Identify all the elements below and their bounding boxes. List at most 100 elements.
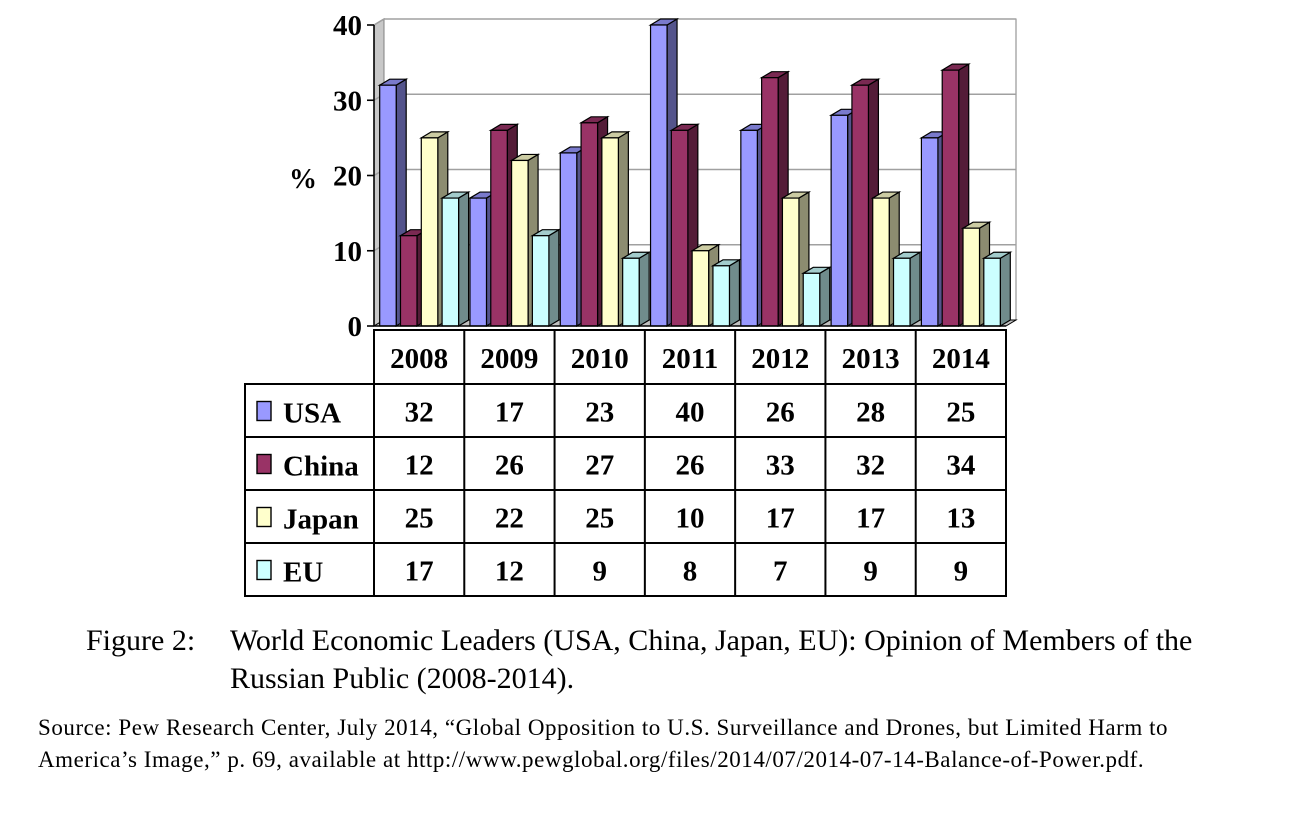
bar-front (469, 197, 488, 327)
bar-front (761, 77, 779, 327)
table-cell-japan-2014: 13 (946, 503, 975, 535)
y-tick-label: 30 (333, 85, 362, 117)
table-cell-usa-2010: 23 (585, 397, 614, 429)
legend-label-usa: USA (283, 398, 341, 430)
table-cell-japan-2010: 25 (585, 503, 614, 535)
table-cell-china-2010: 27 (585, 450, 614, 482)
bar-front (559, 152, 578, 327)
bar-front (712, 265, 731, 327)
table-cell-usa-2011: 40 (676, 397, 705, 429)
bar-eu-2014 (981, 251, 1013, 328)
table-cell-usa-2014: 25 (946, 397, 975, 429)
bar-eu-2010 (620, 251, 652, 328)
table-cell-china-2013: 32 (856, 450, 885, 482)
bar-front (399, 235, 418, 327)
bar-side (909, 251, 921, 328)
category-label-2011: 2011 (662, 343, 718, 375)
legend-label-eu: EU (283, 557, 323, 589)
table-cell-china-2014: 34 (946, 450, 975, 482)
bars (377, 17, 1013, 328)
table-cell-japan-2009: 22 (495, 503, 524, 535)
legend-key-eu (256, 559, 272, 581)
bar-side (457, 191, 470, 328)
table-cell-china-2012: 33 (766, 450, 795, 482)
bar-china-2011 (669, 123, 701, 328)
bar-chart: 0 10 20 30 40 % 2008 2009 2010 2011 2012 2013 2014… (244, 10, 1018, 597)
table-cell-eu-2011: 8 (683, 556, 698, 588)
bar-front (490, 129, 508, 327)
y-tick-label: 40 (333, 10, 362, 42)
legend-label-japan: Japan (283, 504, 359, 536)
bar-side (999, 251, 1011, 328)
table-cell-eu-2009: 12 (495, 556, 524, 588)
y-axis-label: % (289, 164, 317, 195)
table-cell-usa-2008: 32 (405, 397, 434, 429)
category-label-2014: 2014 (932, 343, 990, 375)
bar-front (830, 114, 849, 327)
bar-front (983, 257, 1001, 327)
legend-label-china: China (283, 451, 359, 483)
category-label-2009: 2009 (480, 343, 538, 375)
bar-front (379, 84, 397, 327)
bar-front (420, 137, 439, 327)
table-cell-usa-2012: 26 (766, 397, 795, 429)
bar-side (728, 258, 741, 328)
table-cell-eu-2008: 17 (405, 556, 434, 588)
bar-front (691, 250, 710, 327)
bar-front (580, 122, 599, 327)
legend-key-japan (256, 506, 272, 528)
bar-eu-2009 (530, 228, 562, 328)
bar-front (441, 197, 460, 327)
axes (367, 24, 1006, 327)
bar-front (941, 69, 960, 327)
bar-front (510, 159, 529, 327)
bar-front (622, 257, 640, 327)
table-cell-eu-2010: 9 (592, 556, 607, 588)
bar-front (892, 257, 911, 327)
table-cell-usa-2009: 17 (495, 397, 524, 429)
table-cell-eu-2013: 9 (863, 556, 878, 588)
table-cell-japan-2011: 10 (676, 503, 705, 535)
table-cell-japan-2013: 17 (856, 503, 885, 535)
table-cell-china-2009: 26 (495, 450, 524, 482)
bar-front (649, 24, 668, 327)
bar-side (548, 228, 560, 328)
bar-front (851, 84, 870, 327)
y-tick-label: 10 (333, 236, 362, 268)
bar-side (819, 266, 831, 328)
bar-side (638, 251, 650, 328)
bar-front (920, 137, 939, 327)
table-cell-china-2008: 12 (405, 450, 434, 482)
bar-front (872, 197, 890, 327)
category-label-2012: 2012 (751, 343, 809, 375)
data-table: 2008 2009 2010 2011 2012 2013 2014 USA 32 17 23 40 2… (244, 329, 1007, 597)
category-label-2008: 2008 (390, 343, 448, 375)
legend-key-china (256, 453, 272, 475)
table-cell-eu-2012: 7 (773, 556, 788, 588)
bar-front (802, 272, 821, 327)
bar-eu-2012 (801, 266, 832, 328)
table-cell-eu-2014: 9 (954, 556, 969, 588)
bar-front (781, 197, 800, 327)
figure-title: World Economic Leaders (USA, China, Japa… (230, 624, 1193, 695)
y-tick-label: 20 (333, 161, 362, 193)
grid-line (373, 18, 1016, 26)
y-tick-label: 0 (348, 311, 363, 343)
bar-front (962, 227, 981, 327)
bar-front (670, 129, 689, 327)
source-note: Source: Pew Research Center, July 2014, … (38, 715, 1169, 772)
legend-key-usa (256, 400, 272, 422)
table-cell-japan-2012: 17 (766, 503, 795, 535)
table-cell-usa-2013: 28 (856, 397, 885, 429)
bar-eu-2013 (891, 251, 923, 328)
bar-front (740, 129, 758, 327)
y-tick-labels: 0 10 20 30 40 (333, 10, 362, 343)
table-cell-china-2011: 26 (676, 450, 705, 482)
bar-china-2012 (759, 70, 791, 328)
bar-front (531, 235, 550, 327)
category-label-2010: 2010 (571, 343, 629, 375)
bar-eu-2011 (710, 258, 742, 328)
table-cell-japan-2008: 25 (405, 503, 434, 535)
figure-label: Figure 2: (86, 624, 196, 657)
bar-eu-2008 (439, 191, 471, 328)
